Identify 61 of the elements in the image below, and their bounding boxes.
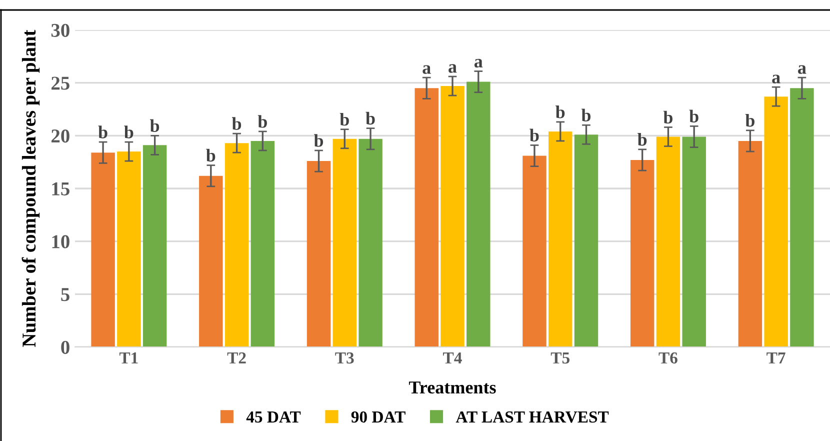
bar [574, 134, 598, 347]
bar [91, 152, 115, 347]
bar [199, 176, 223, 347]
x-axis-title: Treatments [408, 382, 496, 394]
y-tick-label: 15 [52, 182, 70, 196]
bar [548, 131, 572, 347]
data-label: b [689, 110, 698, 122]
legend-label: AT LAST HARVEST [456, 411, 609, 423]
bar [332, 138, 357, 347]
data-label: b [745, 114, 754, 127]
data-label: b [340, 112, 349, 126]
bar [656, 136, 680, 347]
x-tick-label: T2 [227, 352, 246, 364]
data-label: b [206, 148, 216, 162]
data-label: b [150, 119, 160, 132]
bar [414, 88, 438, 347]
x-tick-label: T5 [550, 352, 570, 364]
y-tick-label: 25 [52, 76, 70, 90]
bar [630, 160, 654, 347]
data-label: b [124, 126, 134, 138]
legend-label: 90 DAT [351, 411, 406, 423]
x-tick-label: T1 [119, 352, 138, 364]
bar [358, 138, 382, 347]
data-label: b [314, 134, 324, 147]
data-label: a [798, 65, 806, 74]
bar [790, 88, 814, 347]
data-label: b [366, 112, 375, 125]
bar [306, 161, 331, 347]
x-tick-label: T6 [658, 352, 678, 364]
data-label: a [474, 58, 483, 68]
y-tick-label: 20 [52, 129, 70, 143]
bar [466, 82, 490, 347]
bar [522, 156, 546, 347]
bar [142, 145, 167, 347]
y-tick-label: 0 [61, 340, 70, 354]
bar [440, 86, 464, 347]
legend-label: 45 DAT [246, 411, 301, 423]
data-label: a [448, 64, 457, 73]
x-tick-label: T3 [335, 352, 354, 364]
bar [224, 143, 249, 347]
data-label: b [638, 133, 647, 146]
data-label: b [581, 108, 591, 122]
data-label: b [98, 126, 108, 138]
data-label: a [422, 65, 431, 74]
x-tick-label: T4 [443, 352, 462, 364]
data-label: b [258, 115, 267, 128]
data-label: b [530, 128, 539, 142]
x-tick-label: T7 [766, 352, 786, 364]
data-label: b [663, 110, 673, 124]
data-label: a [772, 74, 780, 84]
data-label: b [556, 106, 565, 118]
bar [682, 136, 706, 347]
bar [250, 140, 275, 347]
bar [738, 140, 762, 347]
y-tick-label: 30 [51, 24, 70, 37]
y-tick-label: 5 [61, 288, 70, 302]
bar [117, 152, 141, 347]
y-axis-title: Number of compound leaves per plant [22, 30, 40, 347]
y-tick-label: 10 [52, 235, 70, 248]
bar [764, 96, 788, 347]
data-label: b [232, 117, 242, 130]
